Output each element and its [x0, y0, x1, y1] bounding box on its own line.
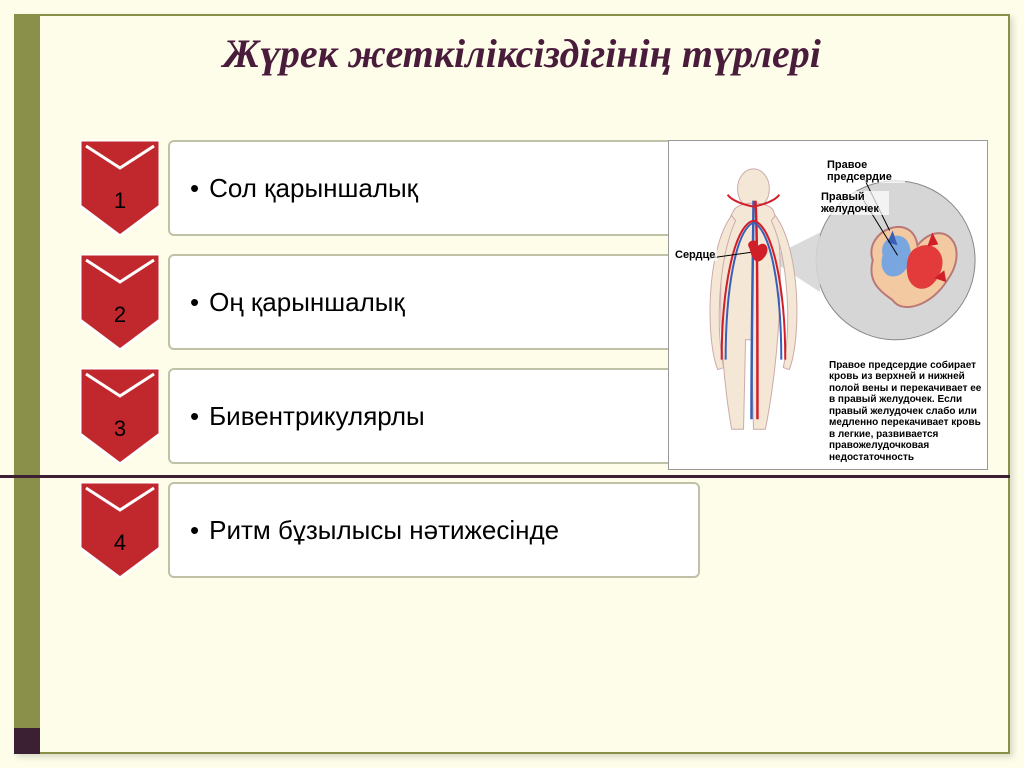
list-item-text: Сол қарыншалық	[209, 173, 418, 204]
bullet-icon: •	[190, 287, 199, 318]
list-row: 4 • Ритм бұзылысы нәтижесінде	[80, 482, 700, 578]
list-item-text: Бивентрикулярлы	[209, 401, 425, 432]
list-item-text: Ритм бұзылысы нәтижесінде	[209, 515, 559, 546]
chevron-number: 1	[80, 188, 160, 214]
slide-title: Жүрек жеткіліксіздігінің түрлері	[60, 30, 984, 77]
chevron-number: 4	[80, 530, 160, 556]
label-heart: Сердце	[673, 249, 717, 261]
smartart-list: 1 • Сол қарыншалық 2 • Оң қарыншалық 3	[80, 140, 700, 596]
diagram-caption: Правое предсердие собирает кровь из верх…	[829, 360, 983, 464]
list-card: • Ритм бұзылысы нәтижесінде	[168, 482, 700, 578]
list-card: • Бивентрикулярлы	[168, 368, 700, 464]
list-item-text: Оң қарыншалық	[209, 287, 405, 318]
list-row: 3 • Бивентрикулярлы	[80, 368, 700, 464]
list-row: 1 • Сол қарыншалық	[80, 140, 700, 236]
chevron-number: 3	[80, 416, 160, 442]
label-right-ventricle: Правый желудочек	[819, 191, 889, 215]
chevron-4: 4	[80, 482, 160, 578]
left-decorative-strip	[14, 14, 40, 754]
list-row: 2 • Оң қарыншалық	[80, 254, 700, 350]
anatomy-image: Сердце Правое предсердие Правый желудоче…	[668, 140, 988, 470]
chevron-2: 2	[80, 254, 160, 350]
label-right-atrium: Правое предсердие	[825, 159, 905, 183]
chevron-number: 2	[80, 302, 160, 328]
bullet-icon: •	[190, 515, 199, 546]
bullet-icon: •	[190, 401, 199, 432]
list-card: • Оң қарыншалық	[168, 254, 700, 350]
list-card: • Сол қарыншалық	[168, 140, 700, 236]
chevron-1: 1	[80, 140, 160, 236]
chevron-3: 3	[80, 368, 160, 464]
bullet-icon: •	[190, 173, 199, 204]
left-corner-square	[14, 728, 40, 754]
